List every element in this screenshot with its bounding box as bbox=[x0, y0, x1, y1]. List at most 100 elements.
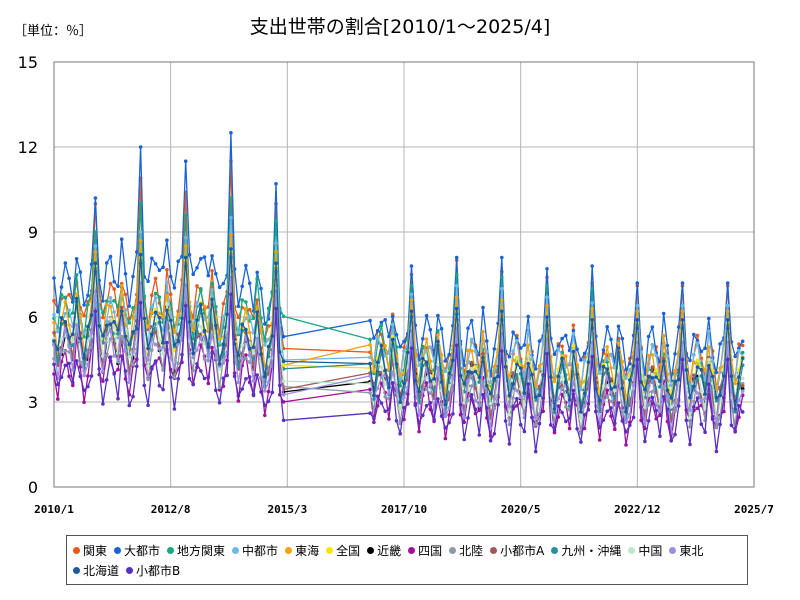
legend-marker bbox=[490, 546, 498, 554]
data-point bbox=[153, 342, 158, 347]
x-tick-label: 2025/7 bbox=[734, 503, 774, 516]
data-point bbox=[74, 359, 79, 363]
data-point bbox=[217, 400, 222, 405]
data-point bbox=[59, 350, 64, 354]
legend-marker bbox=[167, 546, 175, 554]
data-point bbox=[597, 398, 602, 403]
data-point bbox=[202, 304, 207, 309]
data-point bbox=[500, 255, 504, 260]
data-point bbox=[624, 443, 628, 447]
data-point bbox=[165, 280, 169, 284]
data-point bbox=[582, 392, 587, 396]
data-point bbox=[549, 423, 553, 427]
data-point bbox=[616, 401, 621, 405]
data-point bbox=[157, 311, 162, 316]
data-point bbox=[624, 430, 628, 434]
data-point bbox=[266, 324, 271, 328]
data-point bbox=[586, 360, 591, 365]
data-point bbox=[56, 310, 60, 314]
data-point bbox=[270, 334, 275, 338]
legend-marker bbox=[669, 546, 677, 554]
data-point bbox=[116, 367, 120, 372]
data-point bbox=[703, 392, 707, 396]
data-point bbox=[138, 230, 143, 234]
data-point bbox=[492, 397, 497, 401]
data-point bbox=[473, 369, 478, 374]
x-tick-label: 2022/12 bbox=[614, 503, 660, 516]
data-point bbox=[417, 363, 421, 368]
data-point bbox=[507, 412, 512, 417]
data-point bbox=[432, 417, 436, 422]
data-point bbox=[217, 336, 222, 341]
legend-item: 北陸 bbox=[449, 540, 483, 560]
data-point bbox=[402, 417, 406, 422]
data-point bbox=[556, 347, 561, 351]
data-point bbox=[421, 356, 425, 361]
data-point bbox=[654, 353, 658, 358]
data-point bbox=[469, 393, 474, 397]
data-point bbox=[409, 309, 414, 314]
data-point bbox=[684, 368, 689, 372]
data-point bbox=[217, 362, 222, 366]
data-point bbox=[67, 323, 71, 327]
x-tick-label: 2020/5 bbox=[501, 503, 541, 516]
data-point bbox=[560, 344, 564, 349]
data-point bbox=[56, 359, 60, 363]
data-point bbox=[424, 387, 429, 392]
data-point bbox=[507, 442, 512, 446]
data-point bbox=[631, 383, 636, 387]
data-point bbox=[236, 353, 241, 357]
data-point bbox=[221, 352, 226, 357]
data-point bbox=[210, 269, 214, 273]
data-point bbox=[579, 387, 583, 391]
data-point bbox=[466, 326, 470, 331]
data-point bbox=[722, 409, 726, 414]
data-point bbox=[221, 376, 226, 381]
data-point bbox=[206, 381, 211, 386]
data-point bbox=[63, 349, 68, 353]
data-point bbox=[571, 388, 576, 393]
data-point bbox=[469, 371, 474, 375]
data-point bbox=[481, 329, 485, 334]
data-point bbox=[462, 382, 467, 386]
data-point bbox=[123, 369, 128, 373]
data-point bbox=[639, 380, 643, 384]
legend-item: 九州・沖縄 bbox=[551, 540, 621, 560]
data-point bbox=[567, 398, 572, 402]
data-point bbox=[740, 356, 745, 360]
data-point bbox=[421, 413, 425, 418]
data-point bbox=[609, 366, 613, 370]
data-point bbox=[707, 345, 711, 350]
data-point bbox=[78, 313, 83, 318]
data-point bbox=[274, 261, 278, 266]
data-point bbox=[560, 410, 564, 415]
data-point bbox=[522, 374, 527, 379]
legend-label: 北海道 bbox=[83, 563, 120, 578]
data-point bbox=[210, 254, 214, 258]
data-point bbox=[402, 406, 406, 410]
data-point bbox=[236, 380, 241, 385]
data-point bbox=[217, 341, 222, 345]
data-point bbox=[605, 395, 609, 399]
data-point bbox=[695, 358, 700, 362]
data-point bbox=[432, 381, 436, 386]
data-point bbox=[229, 292, 233, 297]
data-point bbox=[661, 333, 666, 338]
data-point bbox=[59, 337, 64, 342]
data-point bbox=[199, 302, 203, 307]
legend-marker bbox=[449, 546, 457, 554]
data-point bbox=[421, 345, 425, 350]
data-point bbox=[511, 349, 515, 353]
data-point bbox=[123, 272, 128, 276]
data-point bbox=[703, 406, 707, 410]
data-point bbox=[281, 400, 286, 404]
data-point bbox=[665, 407, 670, 412]
data-point bbox=[89, 374, 94, 378]
data-point bbox=[372, 369, 376, 374]
data-point bbox=[616, 373, 621, 378]
data-point bbox=[131, 316, 135, 320]
data-point bbox=[199, 336, 203, 340]
data-point bbox=[669, 396, 673, 400]
data-point bbox=[244, 353, 248, 357]
data-point bbox=[432, 408, 436, 412]
